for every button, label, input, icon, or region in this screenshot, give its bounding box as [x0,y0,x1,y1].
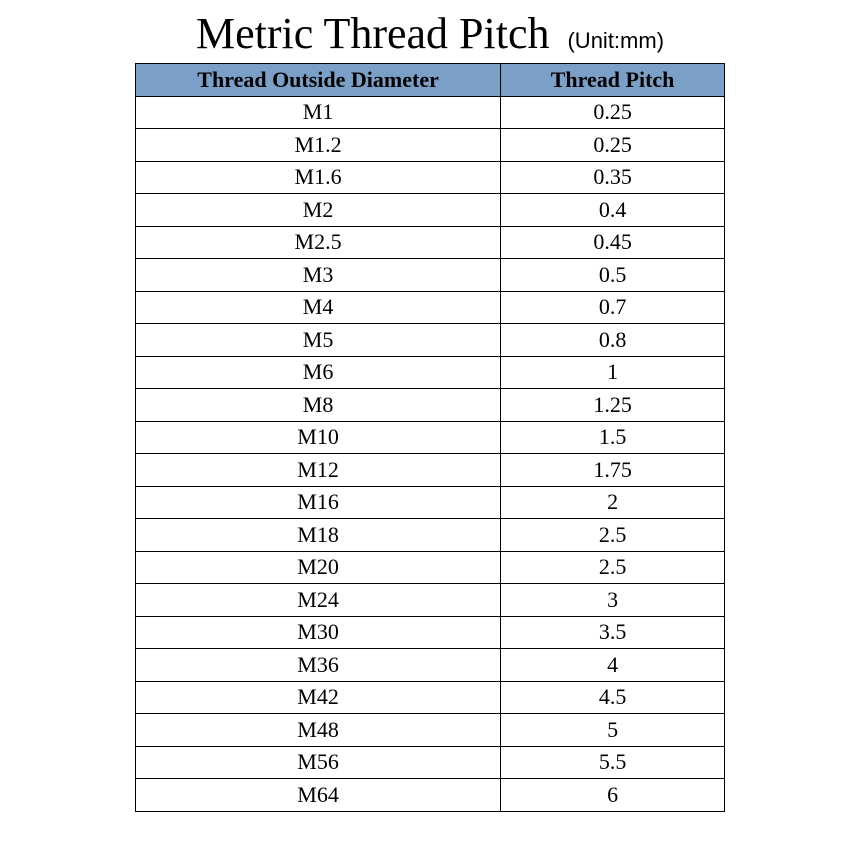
table-row: M101.5 [136,421,725,454]
table-row: M2.50.45 [136,226,725,259]
table-row: M646 [136,779,725,812]
table-row: M40.7 [136,291,725,324]
table-row: M202.5 [136,551,725,584]
cell-pitch: 1.75 [501,454,725,487]
cell-pitch: 1.5 [501,421,725,454]
table-body: M10.25M1.20.25M1.60.35M20.4M2.50.45M30.5… [136,96,725,811]
cell-pitch: 4.5 [501,681,725,714]
table-row: M1.20.25 [136,129,725,162]
col-header-pitch: Thread Pitch [501,64,725,97]
table-header-row: Thread Outside Diameter Thread Pitch [136,64,725,97]
unit-label: (Unit:mm) [567,28,664,54]
cell-diameter: M64 [136,779,501,812]
table-row: M10.25 [136,96,725,129]
cell-diameter: M1.6 [136,161,501,194]
cell-diameter: M48 [136,714,501,747]
cell-diameter: M5 [136,324,501,357]
cell-diameter: M12 [136,454,501,487]
cell-diameter: M24 [136,584,501,617]
cell-diameter: M4 [136,291,501,324]
cell-diameter: M1 [136,96,501,129]
cell-diameter: M36 [136,649,501,682]
table-row: M81.25 [136,389,725,422]
cell-pitch: 6 [501,779,725,812]
table-row: M30.5 [136,259,725,292]
cell-diameter: M8 [136,389,501,422]
cell-pitch: 0.35 [501,161,725,194]
cell-diameter: M18 [136,519,501,552]
thread-pitch-table: Thread Outside Diameter Thread Pitch M10… [135,63,725,812]
cell-pitch: 1.25 [501,389,725,422]
cell-diameter: M42 [136,681,501,714]
cell-diameter: M1.2 [136,129,501,162]
table-row: M162 [136,486,725,519]
cell-pitch: 0.25 [501,96,725,129]
cell-pitch: 3 [501,584,725,617]
table-row: M485 [136,714,725,747]
cell-diameter: M2.5 [136,226,501,259]
cell-pitch: 0.7 [501,291,725,324]
cell-diameter: M10 [136,421,501,454]
header: Metric Thread Pitch (Unit:mm) [0,8,860,59]
cell-pitch: 0.4 [501,194,725,227]
cell-diameter: M16 [136,486,501,519]
cell-pitch: 0.45 [501,226,725,259]
table-row: M303.5 [136,616,725,649]
table-container: Thread Outside Diameter Thread Pitch M10… [0,63,860,812]
table-row: M20.4 [136,194,725,227]
table-row: M424.5 [136,681,725,714]
cell-pitch: 5.5 [501,746,725,779]
cell-pitch: 4 [501,649,725,682]
cell-diameter: M56 [136,746,501,779]
table-row: M50.8 [136,324,725,357]
table-row: M61 [136,356,725,389]
cell-pitch: 0.8 [501,324,725,357]
table-row: M243 [136,584,725,617]
page-title: Metric Thread Pitch [196,8,550,59]
cell-diameter: M6 [136,356,501,389]
cell-diameter: M2 [136,194,501,227]
cell-diameter: M30 [136,616,501,649]
cell-pitch: 2 [501,486,725,519]
cell-pitch: 2.5 [501,551,725,584]
cell-diameter: M20 [136,551,501,584]
table-row: M121.75 [136,454,725,487]
cell-pitch: 0.25 [501,129,725,162]
table-row: M1.60.35 [136,161,725,194]
cell-pitch: 3.5 [501,616,725,649]
cell-pitch: 1 [501,356,725,389]
col-header-diameter: Thread Outside Diameter [136,64,501,97]
cell-pitch: 0.5 [501,259,725,292]
table-row: M364 [136,649,725,682]
cell-pitch: 2.5 [501,519,725,552]
cell-pitch: 5 [501,714,725,747]
table-row: M182.5 [136,519,725,552]
table-row: M565.5 [136,746,725,779]
cell-diameter: M3 [136,259,501,292]
